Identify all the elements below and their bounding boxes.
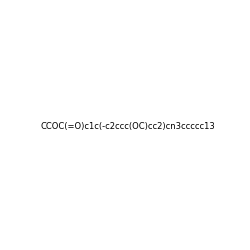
Text: CCOC(=O)c1c(-c2ccc(OC)cc2)cn3ccccc13: CCOC(=O)c1c(-c2ccc(OC)cc2)cn3ccccc13 xyxy=(41,122,216,131)
